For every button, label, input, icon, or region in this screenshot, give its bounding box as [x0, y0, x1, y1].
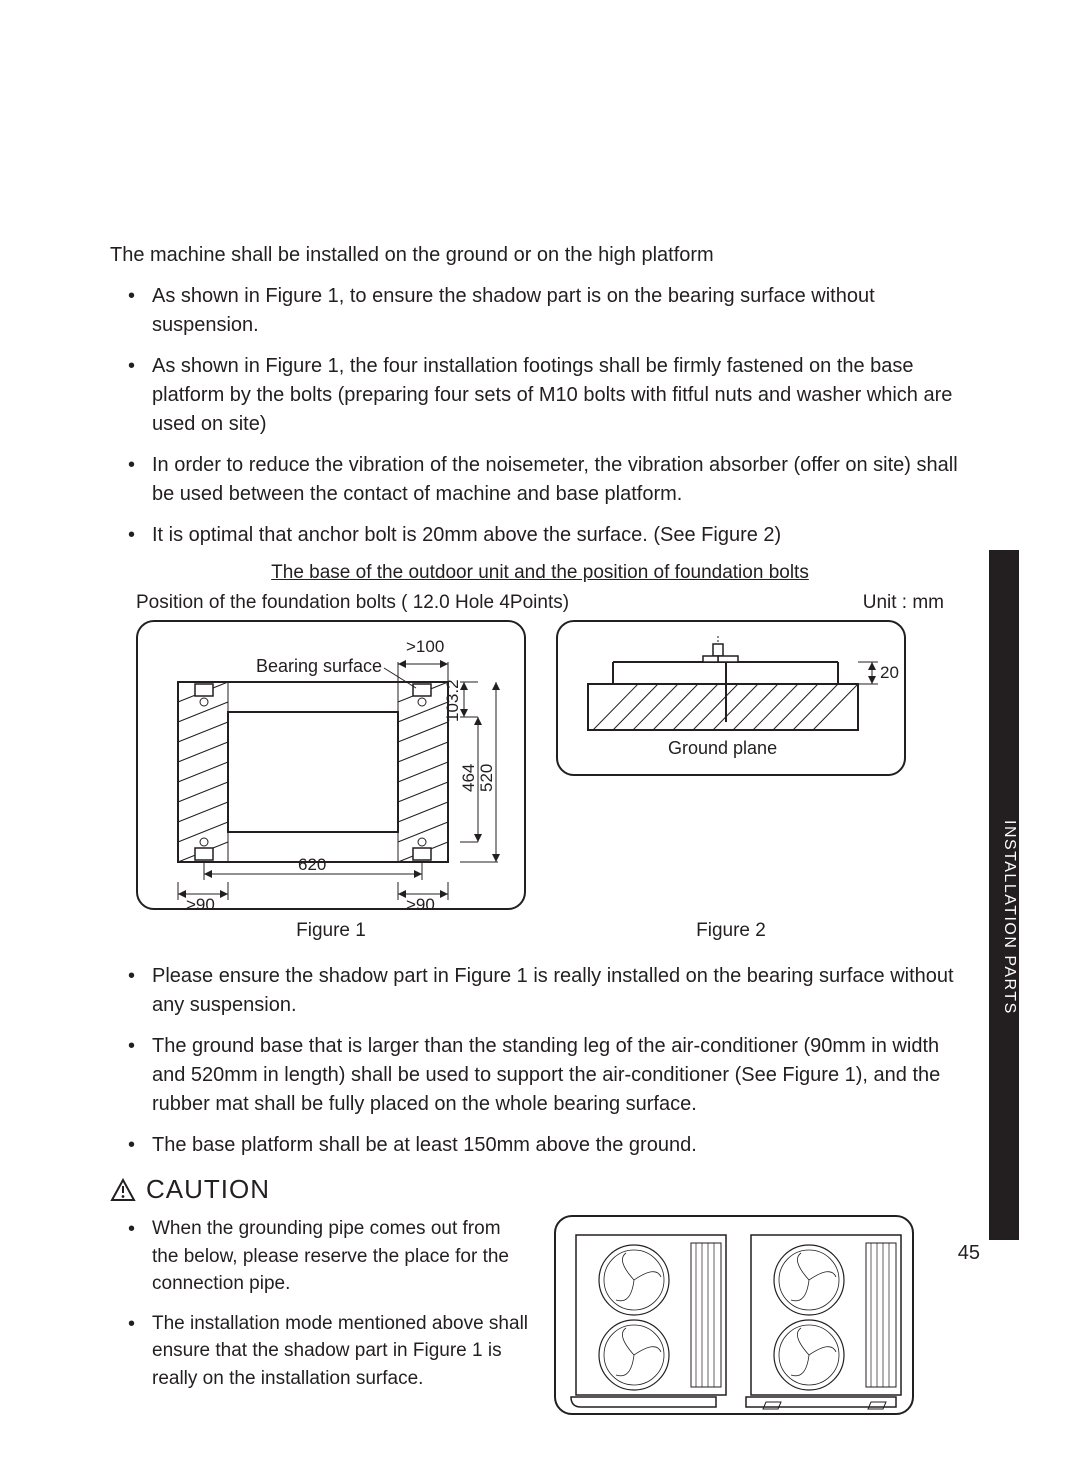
bullet-item: As shown in Figure 1, to ensure the shad… [138, 282, 970, 340]
caution-label: CAUTION [146, 1174, 270, 1205]
outdoor-units-diagram [554, 1215, 914, 1415]
dim-20: 20 [880, 663, 899, 682]
ground-plane-label: Ground plane [668, 738, 777, 758]
dim-103: 103.2 [443, 679, 462, 722]
bullet-item: The ground base that is larger than the … [138, 1032, 970, 1119]
bullet-item: It is optimal that anchor bolt is 20mm a… [138, 521, 970, 550]
dim-top: >100 [406, 637, 444, 656]
intro-text: The machine shall be installed on the gr… [110, 240, 970, 270]
bullet-item: Please ensure the shadow part in Figure … [138, 962, 970, 1020]
warning-icon [110, 1178, 136, 1202]
figure-2: 20 Ground plane [556, 620, 906, 776]
unit-text: Unit : mm [863, 592, 944, 614]
dim-464: 464 [459, 764, 478, 792]
side-tab-label: INSTALLATION PARTS [1000, 820, 1018, 1015]
position-text: Position of the foundation bolts ( 12.0 … [136, 592, 569, 614]
bullet-item: As shown in Figure 1, the four installat… [138, 352, 970, 439]
figure1-caption: Figure 1 [136, 920, 526, 942]
figure-title: The base of the outdoor unit and the pos… [260, 562, 820, 584]
page-number: 45 [958, 1242, 980, 1265]
caution-bullet-list: When the grounding pipe comes out from t… [110, 1215, 530, 1392]
figure-1: >100 Bearing surface 620 >90 [136, 620, 526, 910]
dim-90b: >90 [406, 895, 435, 912]
bullet-item: In order to reduce the vibration of the … [138, 451, 970, 509]
bullet-item: The installation mode mentioned above sh… [138, 1310, 530, 1393]
mid-bullet-list: Please ensure the shadow part in Figure … [110, 962, 970, 1160]
figure2-caption: Figure 2 [556, 920, 906, 942]
bullet-item: The base platform shall be at least 150m… [138, 1131, 970, 1160]
dim-620: 620 [298, 855, 326, 874]
bearing-surface-label: Bearing surface [256, 656, 382, 676]
dim-520: 520 [477, 764, 496, 792]
top-bullet-list: As shown in Figure 1, to ensure the shad… [110, 282, 970, 550]
bullet-item: When the grounding pipe comes out from t… [138, 1215, 530, 1298]
caution-heading: CAUTION [110, 1174, 970, 1205]
dim-90a: >90 [186, 895, 215, 912]
